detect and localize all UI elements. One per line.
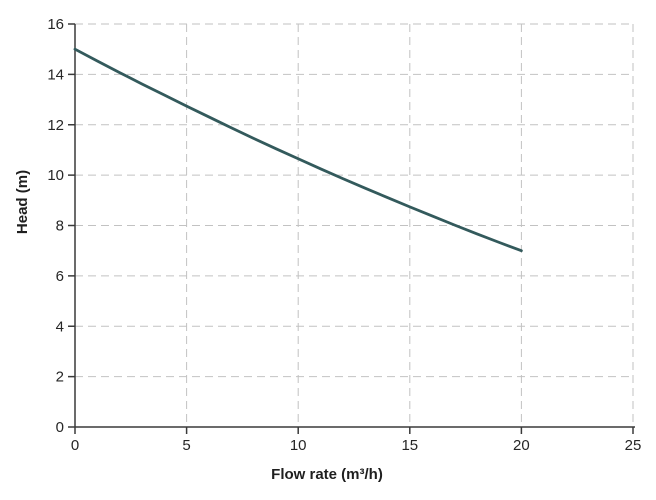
curve-line <box>73 47 523 253</box>
x-axis-label: Flow rate (m³/h) <box>271 466 383 483</box>
y-tick-label: 8 <box>56 218 64 235</box>
x-tick-label: 20 <box>513 437 530 454</box>
x-tick-label: 0 <box>71 437 79 454</box>
series-group <box>73 47 523 253</box>
x-tick-label: 25 <box>625 437 642 454</box>
y-tick-label: 10 <box>47 167 64 184</box>
gridlines-group <box>75 23 634 427</box>
y-tick-label: 12 <box>47 117 64 134</box>
y-axis-label: Head (m) <box>14 170 31 234</box>
x-tick-label: 5 <box>182 437 190 454</box>
y-tick-label: 2 <box>56 369 64 386</box>
x-tick-label: 15 <box>401 437 418 454</box>
axes-group <box>68 23 635 434</box>
y-tick-label: 4 <box>56 318 64 335</box>
tick-labels-group: 0 5 10 15 20 25 0 2 4 6 8 10 12 14 16 <box>47 16 641 454</box>
y-tick-label: 16 <box>47 16 64 33</box>
y-tick-label: 6 <box>56 268 64 285</box>
x-tick-label: 10 <box>290 437 307 454</box>
y-tick-label: 14 <box>47 66 64 83</box>
y-tick-label: 0 <box>56 419 64 436</box>
